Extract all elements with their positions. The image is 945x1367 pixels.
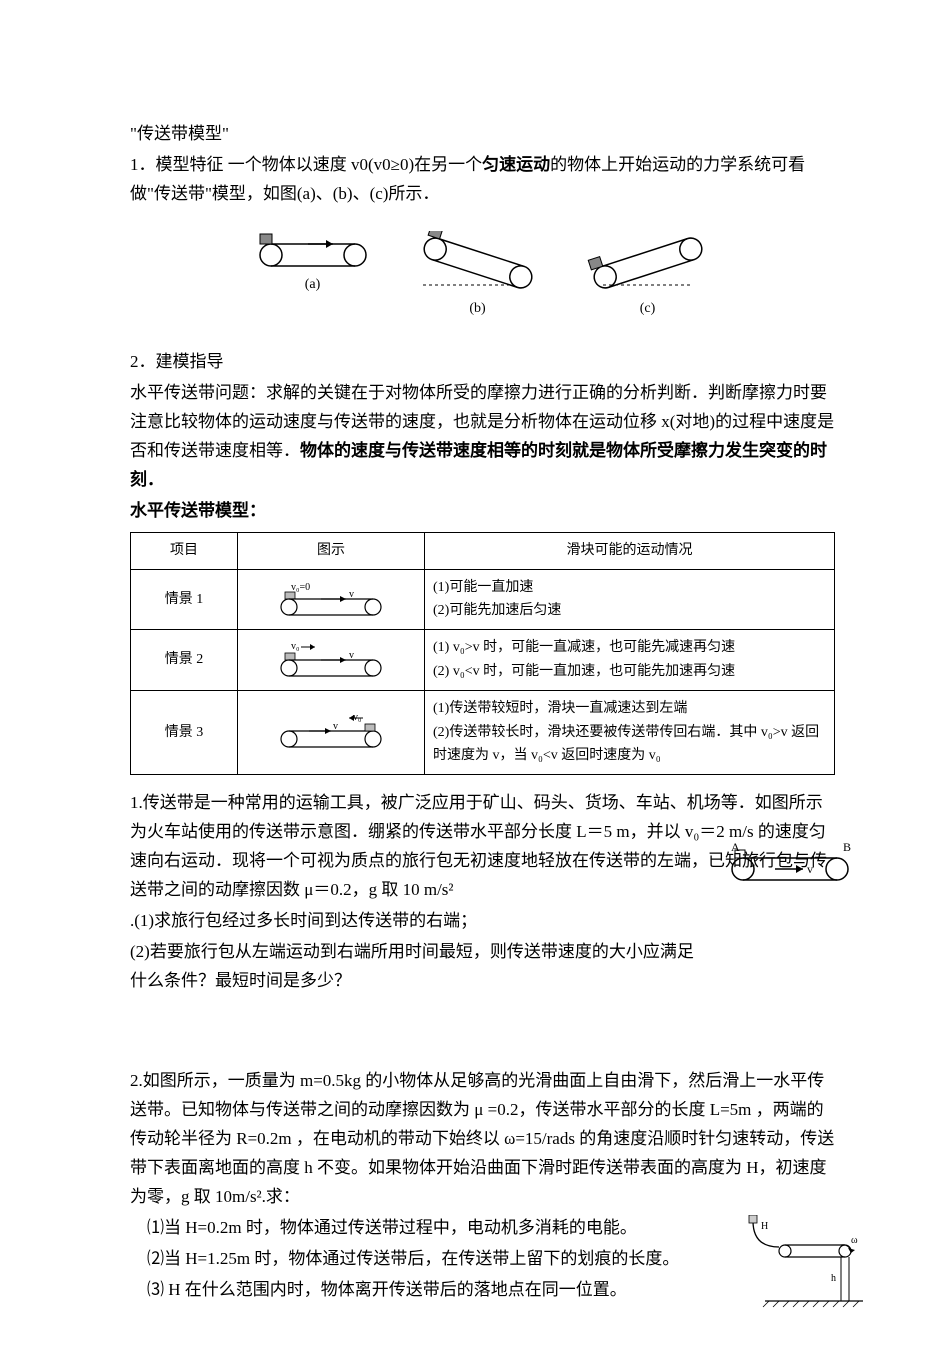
table-row: 情景 3 v v₀ (1)传送带较短时，滑块一直减速达到左端 [131, 690, 835, 774]
sec1-bold: 匀速运动 [482, 155, 550, 174]
belt-diagram-2-icon: v₀ v [261, 641, 401, 679]
th-label: 项目 [131, 532, 238, 569]
th-diagram: 图示 [238, 532, 425, 569]
figure-a: (a) [253, 231, 373, 321]
table-header-row: 项目 图示 滑块可能的运动情况 [131, 532, 835, 569]
row1-diagram: v₀=0 v [238, 569, 425, 630]
row3-case1: (1)传送带较短时，滑块一直减速达到左端 [433, 697, 826, 721]
figure-b: (b) [413, 231, 543, 321]
sec2-p2: 水平传送带模型： [130, 497, 835, 526]
q1-block: 1.传送带是一种常用的运输工具，被广泛应用于矿山、码头、货场、车站、机场等．如图… [130, 789, 835, 995]
q1-figure-icon: A B v [725, 841, 855, 887]
fig-b-caption: (b) [469, 297, 485, 321]
th-cases: 滑块可能的运动情况 [425, 532, 835, 569]
q2-s2: ⑵当 H=1.25m 时，物体通过传送带后，在传送带上留下的划痕的长度。 [130, 1245, 835, 1274]
row2-cases: (1) v₀>v 时，可能一直减速，也可能先减速再匀速 (2) v₀<v 时，可… [425, 630, 835, 691]
v0-label-2: v₀ [291, 641, 300, 652]
q2-block: 2.如图所示，一质量为 m=0.5kg 的小物体从足够高的光滑曲面上自由滑下，然… [130, 1067, 835, 1304]
q1-sub2: (2)若要旅行包从左端运动到右端所用时间最短，则传送带速度的大小应满足什么条件？… [130, 938, 835, 996]
sec2-heading: 2．建模指导 [130, 348, 835, 377]
figure-row: (a) (b) [130, 231, 835, 321]
table-row: 情景 2 v₀ v (1) v₀>v 时，可能一直减速，也可能先减速 [131, 630, 835, 691]
row1-cases: (1)可能一直加速 (2)可能先加速后匀速 [425, 569, 835, 630]
q2-H: H [761, 1221, 768, 1232]
spacer [130, 997, 835, 1067]
row2-case2: (2) v₀<v 时，可能一直加速，也可能先加速再匀速 [433, 660, 826, 684]
row1-case2: (2)可能先加速后匀速 [433, 599, 826, 623]
belt-diagram-1-icon: v₀=0 v [261, 581, 401, 617]
row1-label: 情景 1 [131, 569, 238, 630]
conveyor-horizontal-icon [253, 231, 373, 271]
belt-diagram-3-icon: v v₀ [261, 712, 401, 752]
row2-diagram: v₀ v [238, 630, 425, 691]
table-row: 情景 1 v₀=0 v (1)可能一直加速 (2)可能先加速后匀速 [131, 569, 835, 630]
sec1-line: 1．模型特征 一个物体以速度 v0(v0≥0)在另一个匀速运动的物体上开始运动的… [130, 151, 835, 209]
conveyor-declined-icon [413, 231, 543, 295]
fig-a-caption: (a) [305, 273, 321, 297]
figure-c: (c) [583, 231, 713, 321]
document-page: "传送带模型" 1．模型特征 一个物体以速度 v0(v0≥0)在另一个匀速运动的… [0, 0, 945, 1367]
v0-label: v₀=0 [291, 582, 310, 593]
q1-sub1: .(1)求旅行包经过多长时间到达传送带的右端； [130, 907, 835, 936]
row2-case1: (1) v₀>v 时，可能一直减速，也可能先减速再匀速 [433, 636, 826, 660]
row3-diagram: v v₀ [238, 690, 425, 774]
row3-cases: (1)传送带较短时，滑块一直减速达到左端 (2)传送带较长时，滑块还要被传送带传… [425, 690, 835, 774]
conveyor-inclined-icon [583, 231, 713, 295]
row2-label: 情景 2 [131, 630, 238, 691]
row1-case1: (1)可能一直加速 [433, 576, 826, 600]
v-label-2: v [349, 650, 354, 661]
doc-title: "传送带模型" [130, 120, 835, 149]
q2-h: h [831, 1273, 836, 1284]
v-label-3: v [333, 721, 338, 732]
q2-s3: ⑶ H 在什么范围内时，物体离开传送带后的落地点在同一位置。 [130, 1276, 835, 1305]
model-table: 项目 图示 滑块可能的运动情况 情景 1 v₀=0 v [130, 532, 835, 775]
q1-B: B [843, 841, 851, 854]
q2-omega: ω [851, 1235, 858, 1246]
row3-case2: (2)传送带较长时，滑块还要被传送带传回右端．其中 v₀>v 返回时速度为 v，… [433, 721, 826, 769]
q2-s1: ⑴当 H=0.2m 时，物体通过传送带过程中，电动机多消耗的电能。 [130, 1214, 835, 1243]
row3-label: 情景 3 [131, 690, 238, 774]
fig-c-caption: (c) [640, 297, 656, 321]
sec2-p1: 水平传送带问题：求解的关键在于对物体所受的摩擦力进行正确的分析判断．判断摩擦力时… [130, 379, 835, 495]
q1-v: v [807, 862, 813, 876]
v-label-1: v [349, 589, 354, 600]
q2-body: 2.如图所示，一质量为 m=0.5kg 的小物体从足够高的光滑曲面上自由滑下，然… [130, 1067, 835, 1211]
sec1-heading: 1．模型特征 一个物体以速度 v0(v0≥0)在另一个 [130, 155, 482, 174]
q2-figure-icon: H ω h [745, 1215, 865, 1311]
